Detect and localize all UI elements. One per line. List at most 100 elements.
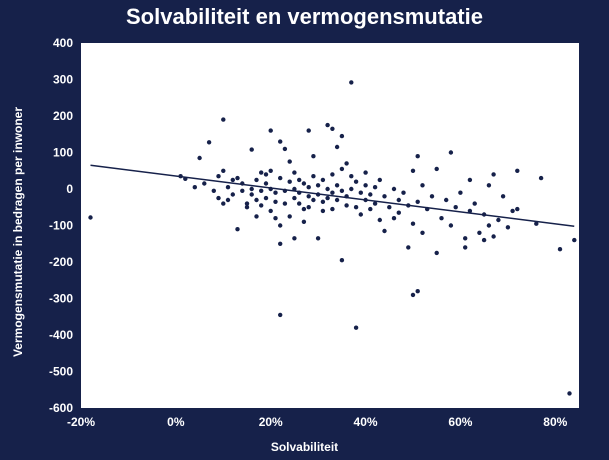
- data-point: [244, 205, 250, 210]
- y-tick-label: 100: [53, 146, 73, 160]
- data-point: [254, 177, 259, 183]
- data-point: [330, 126, 335, 131]
- data-point: [334, 144, 340, 150]
- data-point: [259, 188, 264, 193]
- data-point: [486, 183, 492, 188]
- data-point: [282, 201, 288, 206]
- data-point: [377, 217, 382, 223]
- data-point: [320, 177, 326, 183]
- data-point: [396, 197, 401, 203]
- data-point: [320, 199, 326, 204]
- data-point: [458, 190, 463, 195]
- data-point: [415, 154, 420, 159]
- data-point: [235, 175, 240, 181]
- trendline: [90, 164, 575, 227]
- data-point: [292, 195, 297, 201]
- data-point: [278, 312, 283, 318]
- data-point: [325, 122, 330, 128]
- data-point: [406, 245, 411, 250]
- data-point: [301, 219, 307, 224]
- data-point: [306, 128, 311, 133]
- data-point: [254, 214, 259, 219]
- data-point: [249, 192, 254, 197]
- chart-title: Solvabiliteit en vermogensmutatie: [126, 4, 483, 29]
- data-point: [453, 205, 458, 210]
- data-point: [429, 194, 435, 199]
- data-point: [325, 195, 330, 201]
- data-point: [197, 155, 202, 161]
- data-point: [225, 185, 231, 190]
- data-point: [567, 391, 572, 396]
- data-point: [486, 223, 492, 228]
- data-point: [287, 159, 292, 164]
- data-point: [211, 188, 216, 193]
- data-point: [477, 230, 482, 235]
- data-point: [287, 214, 292, 219]
- data-point: [263, 195, 269, 201]
- data-point: [368, 192, 373, 197]
- data-point: [505, 225, 511, 230]
- x-tick-label: 0%: [167, 415, 185, 429]
- data-point: [202, 181, 207, 186]
- data-point: [287, 179, 292, 184]
- data-point: [315, 236, 321, 241]
- y-tick-label: -300: [49, 292, 73, 306]
- data-point: [349, 174, 354, 179]
- x-axis: -20% 0% 20% 40% 60% 80%: [67, 415, 568, 429]
- y-tick-label: 300: [53, 73, 73, 87]
- data-point: [339, 258, 345, 263]
- data-point: [221, 201, 226, 206]
- data-point: [330, 190, 335, 195]
- data-point: [216, 174, 221, 179]
- data-point: [391, 186, 397, 192]
- data-point: [339, 188, 345, 193]
- data-point: [353, 179, 359, 184]
- data-point: [273, 199, 278, 204]
- data-point: [221, 168, 226, 173]
- data-point: [320, 208, 326, 214]
- data-point: [496, 217, 501, 223]
- data-point: [396, 210, 401, 215]
- data-point: [481, 237, 487, 243]
- data-point: [434, 166, 439, 172]
- data-point: [244, 201, 250, 206]
- data-point: [278, 139, 283, 144]
- data-point: [268, 208, 273, 214]
- data-point: [382, 194, 387, 199]
- data-point: [88, 215, 93, 220]
- data-point: [306, 194, 311, 199]
- data-point: [448, 223, 454, 228]
- x-tick-label: 40%: [354, 415, 378, 429]
- data-point: [311, 154, 316, 159]
- x-tick-label: 80%: [543, 415, 567, 429]
- data-point: [387, 205, 392, 210]
- data-point: [259, 170, 264, 175]
- data-point: [339, 166, 345, 172]
- data-point: [249, 186, 254, 192]
- data-point: [334, 183, 340, 188]
- data-point: [467, 208, 473, 214]
- data-point: [401, 190, 406, 195]
- data-point: [572, 237, 577, 243]
- data-point: [372, 185, 378, 190]
- x-tick-label: -20%: [67, 415, 95, 429]
- data-point: [230, 192, 235, 197]
- data-point: [301, 206, 307, 212]
- data-point: [463, 245, 468, 250]
- y-tick-label: 0: [66, 182, 73, 196]
- data-point: [510, 208, 515, 214]
- data-point: [467, 177, 473, 183]
- data-point: [534, 221, 539, 226]
- data-point: [420, 230, 425, 235]
- data-point: [515, 206, 520, 212]
- data-point: [472, 201, 477, 206]
- data-point: [382, 228, 387, 234]
- data-point: [491, 172, 496, 177]
- data-points: [88, 80, 577, 396]
- data-point: [315, 183, 321, 188]
- data-point: [410, 292, 416, 298]
- y-tick-label: 400: [53, 36, 73, 50]
- data-point: [278, 175, 283, 181]
- data-point: [349, 80, 354, 85]
- data-point: [230, 177, 235, 183]
